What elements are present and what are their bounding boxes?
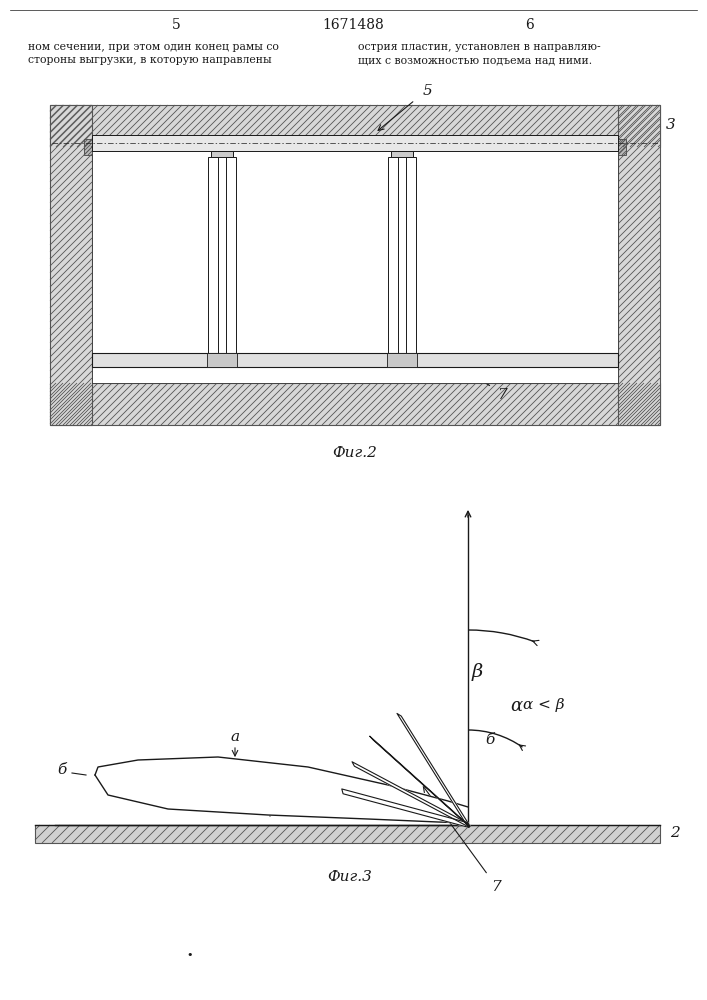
Polygon shape: [211, 135, 233, 147]
Text: α: α: [510, 697, 522, 715]
Polygon shape: [226, 157, 236, 353]
Polygon shape: [84, 139, 100, 155]
Text: 1671488: 1671488: [322, 18, 384, 32]
Polygon shape: [95, 757, 468, 823]
Polygon shape: [50, 105, 660, 147]
Polygon shape: [388, 157, 398, 353]
Text: •: •: [187, 950, 193, 960]
Text: б: б: [57, 763, 66, 777]
Polygon shape: [50, 105, 92, 425]
Polygon shape: [370, 736, 469, 827]
Text: 5: 5: [172, 18, 180, 32]
Text: ном сечении, при этом один конец рамы со
стороны выгрузки, в которую направлены: ном сечении, при этом один конец рамы со…: [28, 42, 279, 65]
Polygon shape: [387, 353, 417, 367]
Text: 6: 6: [525, 18, 534, 32]
Text: б: б: [486, 733, 495, 747]
Text: β: β: [472, 663, 483, 681]
Text: α < β: α < β: [523, 698, 565, 712]
Polygon shape: [50, 383, 660, 425]
Text: 5: 5: [423, 84, 433, 98]
Polygon shape: [352, 762, 469, 827]
Text: 7: 7: [491, 880, 501, 894]
Polygon shape: [391, 151, 413, 157]
Text: в: в: [266, 800, 274, 814]
Polygon shape: [341, 789, 469, 827]
Polygon shape: [35, 825, 660, 843]
Polygon shape: [397, 713, 470, 826]
Text: 7: 7: [497, 388, 507, 402]
Polygon shape: [92, 147, 618, 383]
Text: б: б: [168, 215, 177, 229]
Polygon shape: [207, 353, 237, 367]
Text: 3: 3: [666, 118, 676, 132]
Text: а: а: [230, 730, 240, 744]
Polygon shape: [92, 135, 618, 151]
Text: Фиг.3: Фиг.3: [327, 870, 373, 884]
Polygon shape: [391, 135, 413, 147]
Polygon shape: [211, 151, 233, 157]
Polygon shape: [618, 105, 660, 425]
Polygon shape: [610, 139, 626, 155]
Polygon shape: [406, 157, 416, 353]
Text: 2: 2: [670, 826, 679, 840]
Polygon shape: [92, 353, 618, 367]
Text: Фиг.2: Фиг.2: [332, 446, 378, 460]
Text: острия пластин, установлен в направляю-
щих с возможностью подъема над ними.: острия пластин, установлен в направляю- …: [358, 42, 601, 65]
Polygon shape: [208, 157, 218, 353]
